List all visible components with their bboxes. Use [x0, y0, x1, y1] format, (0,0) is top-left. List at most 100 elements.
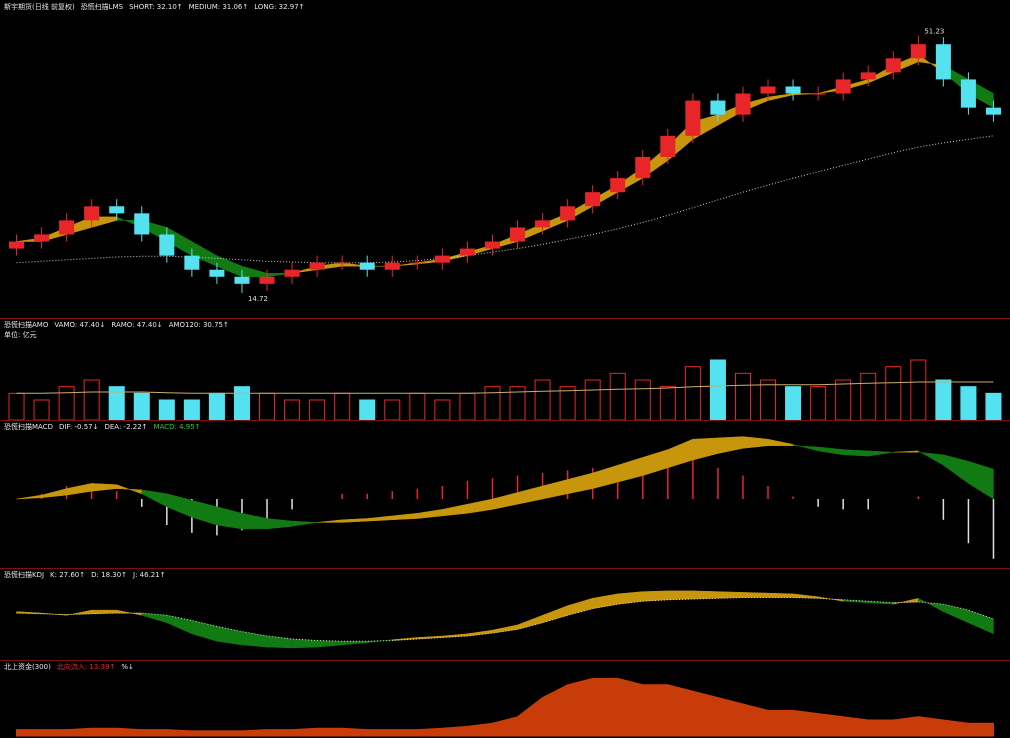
volume-bar: [835, 379, 852, 421]
band-segment: [191, 499, 218, 526]
candle-body: [735, 93, 751, 115]
candle-body: [59, 220, 75, 235]
volume-bar: [208, 392, 225, 421]
candle-body: [935, 44, 951, 80]
volume-bar: [233, 386, 250, 421]
volume-bar: [860, 372, 877, 421]
volume-bar: [409, 392, 426, 421]
candle-body: [785, 86, 801, 94]
panel-header: 恐慌扫描KDJ K: 27.60↑ D: 18.30↑ J: 46.21↑: [4, 570, 166, 580]
band-segment: [166, 493, 193, 518]
indicator-value: AMO120: 30.75↑: [168, 321, 229, 329]
volume-bar: [33, 399, 50, 421]
indicator-value: %↓: [121, 663, 134, 671]
indicator-value: D: 18.30↑: [91, 571, 128, 579]
band-segment: [392, 513, 418, 521]
volume-bar: [810, 386, 827, 421]
band-segment: [943, 454, 969, 484]
unit-label: 单位: 亿元: [4, 330, 37, 340]
band-segment: [166, 614, 193, 635]
indicator-value: DEA: -2.22↑: [104, 423, 148, 431]
band-segment: [517, 614, 543, 630]
band-segment: [216, 506, 243, 530]
band-segment: [918, 450, 944, 466]
band-segment: [442, 503, 468, 517]
band-segment: [266, 635, 293, 649]
band-segment: [116, 484, 143, 495]
band-segment: [617, 591, 644, 605]
band-segment: [91, 483, 117, 492]
band-segment: [742, 592, 769, 598]
candle-body: [685, 100, 701, 136]
band-segment: [667, 438, 694, 469]
band-segment: [692, 437, 719, 461]
volume-bar: [334, 392, 351, 421]
volume-bar: [158, 399, 175, 421]
volume-bar: [709, 359, 726, 421]
band-segment: [943, 603, 969, 624]
volume-bar: [584, 379, 601, 421]
band-segment: [66, 609, 92, 616]
candle-body: [134, 213, 150, 235]
panel-header: 北上资金(300) 北向流入: 13.39↑ %↓: [4, 662, 134, 672]
candle-body: [309, 262, 325, 270]
volume-bar: [284, 399, 301, 421]
candle-body: [560, 206, 576, 221]
volume-bar: [684, 366, 701, 421]
band-segment: [968, 460, 994, 500]
band-segment: [116, 609, 143, 616]
volume-bar: [785, 386, 802, 421]
indicator-value: MACD: 4.95↑: [153, 423, 201, 431]
indicator-value: VAMO: 47.40↓: [54, 321, 106, 329]
indicator-value: MEDIUM: 31.06↑: [188, 3, 249, 11]
band-segment: [893, 597, 919, 605]
band-segment: [867, 450, 894, 457]
band-segment: [592, 464, 618, 489]
panel-title: 恐慌扫描KDJ: [4, 571, 45, 579]
volume-bar: [609, 372, 626, 421]
band-segment: [241, 512, 268, 530]
volume-bar: [910, 359, 927, 421]
volume-bar: [259, 392, 276, 421]
band-segment: [767, 592, 794, 598]
ma-line: [16, 135, 994, 264]
candle-body: [610, 178, 626, 193]
volume-bar: [534, 379, 551, 421]
volume-bar: [309, 399, 326, 421]
candle-body: [660, 135, 676, 157]
band-segment: [517, 485, 543, 505]
band-segment: [16, 494, 42, 500]
volume-bar: [359, 399, 376, 421]
volume-bar: [183, 399, 200, 421]
candle-body: [760, 86, 776, 94]
candle-body: [409, 262, 425, 264]
candle-body: [434, 255, 450, 263]
candle-body: [510, 227, 526, 242]
volume-bar: [634, 379, 651, 421]
candle-body: [910, 44, 926, 59]
band-segment: [341, 640, 368, 646]
band-segment: [266, 518, 293, 530]
volume-bar: [384, 399, 401, 421]
candle-body: [484, 241, 500, 249]
band-segment: [667, 590, 694, 601]
indicator-value: J: 46.21↑: [133, 571, 166, 579]
band-segment: [717, 436, 744, 454]
band-segment: [492, 624, 518, 634]
volume-bar: [760, 379, 777, 421]
candle-body: [810, 93, 826, 95]
candle-body: [459, 248, 475, 256]
candle-body: [9, 241, 25, 249]
low-price-label: 14.72: [248, 295, 268, 303]
candle-body: [34, 234, 50, 242]
candle-body: [635, 156, 651, 179]
panel-subtitle: 斯宇期货(日线 前复权): [4, 3, 75, 11]
candle-body: [860, 72, 876, 80]
candle-body: [284, 269, 300, 277]
panel-header: 恐慌扫描AMO VAMO: 47.40↓ RAMO: 47.40↓ AMO120: 3…: [4, 320, 229, 330]
band-segment: [66, 483, 92, 496]
candle-body: [184, 255, 200, 270]
band-segment: [817, 446, 844, 456]
band-segment: [542, 479, 568, 500]
